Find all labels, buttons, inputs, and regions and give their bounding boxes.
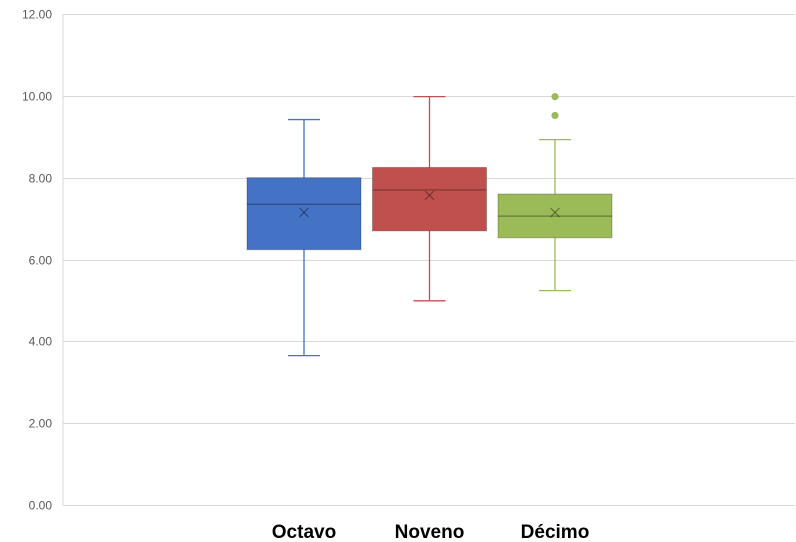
outlier-point bbox=[551, 111, 559, 120]
y-tick-label: 4.00 bbox=[29, 335, 53, 349]
x-axis-category-labels: Octavo Noveno Décimo bbox=[272, 522, 590, 542]
iqr-box bbox=[372, 166, 487, 232]
box-noveno bbox=[372, 96, 487, 302]
mean-marker bbox=[299, 207, 309, 218]
y-tick-label: 10.00 bbox=[22, 90, 52, 104]
mean-marker bbox=[424, 190, 435, 201]
y-tick-label: 0.00 bbox=[29, 499, 53, 513]
mean-marker bbox=[299, 207, 309, 218]
box-octavo bbox=[246, 118, 362, 357]
mean-marker bbox=[550, 207, 560, 218]
category-label: Décimo bbox=[521, 522, 590, 542]
category-label: Noveno bbox=[395, 522, 465, 542]
y-tick-label: 6.00 bbox=[29, 254, 53, 268]
iqr-box bbox=[246, 177, 362, 251]
outlier-point bbox=[551, 93, 559, 101]
category-label: Octavo bbox=[272, 522, 336, 542]
mean-marker bbox=[550, 207, 560, 218]
y-tick-label: 8.00 bbox=[29, 172, 53, 186]
y-tick-label: 12.00 bbox=[22, 8, 52, 22]
iqr-box bbox=[497, 193, 613, 239]
mean-marker bbox=[424, 190, 435, 201]
y-tick-label: 2.00 bbox=[29, 417, 53, 431]
y-axis-tick-labels: 0.00 2.00 4.00 6.00 8.00 10.00 12.00 bbox=[22, 8, 52, 513]
box-series bbox=[246, 93, 613, 357]
box-decimo bbox=[497, 93, 613, 292]
